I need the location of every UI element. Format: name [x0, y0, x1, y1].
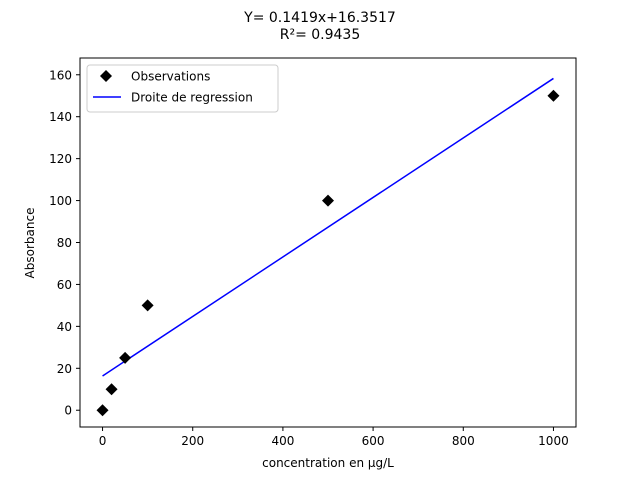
- y-tick-label: 100: [49, 194, 72, 208]
- y-tick-label: 120: [49, 152, 72, 166]
- observation-point: [105, 383, 118, 396]
- y-axis-label: Absorbance: [23, 208, 37, 279]
- regression-line: [102, 77, 554, 377]
- y-tick-label: 80: [57, 236, 72, 250]
- y-axis-ticks: 0 20 40 60 80 100 120 140 160: [49, 68, 80, 418]
- x-tick-label: 400: [271, 434, 294, 448]
- legend-label-observations: Observations: [131, 70, 210, 84]
- legend-label-regression: Droite de regression: [131, 91, 253, 105]
- x-tick-label: 0: [99, 434, 107, 448]
- observation-points: [96, 89, 560, 417]
- y-tick-label: 20: [57, 362, 72, 376]
- observation-point: [322, 194, 334, 207]
- x-tick-label: 200: [181, 434, 204, 448]
- x-tick-label: 1000: [538, 434, 569, 448]
- observation-point: [547, 89, 560, 102]
- x-tick-label: 800: [452, 434, 475, 448]
- y-tick-label: 60: [57, 278, 72, 292]
- y-tick-label: 140: [49, 110, 72, 124]
- chart-title-line2: R²= 0.9435: [280, 27, 361, 43]
- observation-point: [141, 299, 154, 312]
- y-tick-label: 0: [64, 404, 72, 418]
- y-tick-label: 160: [49, 68, 72, 82]
- legend-diamond-marker: [100, 70, 112, 82]
- x-tick-label: 600: [362, 434, 385, 448]
- x-axis-ticks: 0 200 400 600 800 1000: [99, 427, 569, 448]
- plot-area-frame: [79, 57, 577, 428]
- y-tick-label: 40: [57, 320, 72, 334]
- chart-title-line1: Y= 0.1419x+16.3517: [243, 10, 396, 26]
- observation-point: [96, 404, 109, 417]
- observation-point: [119, 351, 132, 364]
- legend-box: [86, 64, 279, 113]
- legend: Observations Droite de regression: [86, 64, 279, 113]
- x-axis-label: concentration en µg/L: [262, 456, 394, 470]
